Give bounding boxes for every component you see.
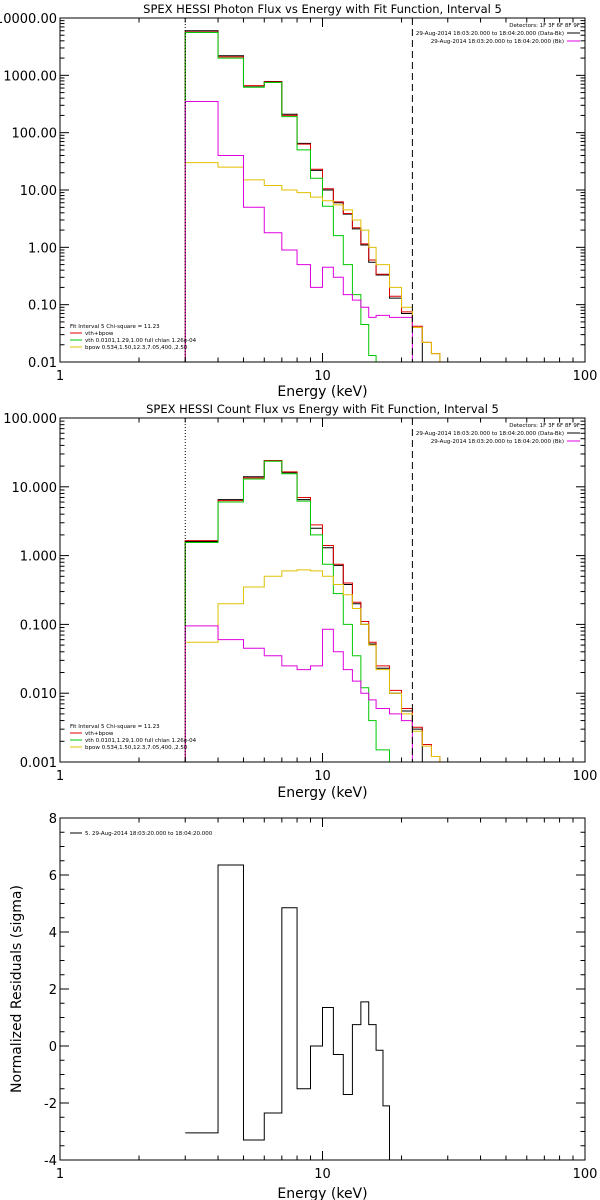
legend-item: 5. 29-Aug-2014 18:03:20.000 to 18:04:20.…: [85, 831, 213, 837]
x-tick-label: 100: [573, 769, 598, 784]
plot-area: [185, 864, 413, 1160]
fit-legend-item: vth+bpow: [85, 731, 114, 737]
plot-area: [184, 460, 449, 762]
series-data-bk: [184, 30, 423, 362]
fit-legend-header: Fit Interval 5 Chi-square = 11.23: [70, 324, 160, 330]
y-tick-label: 1.00: [28, 241, 57, 256]
fit-legend-item: vth 0.0101,1.29,1.00 full chian 1.26e-04: [85, 738, 197, 744]
detectors-label: Detectors: 1F 3F 6F 8F 9F: [509, 23, 580, 29]
info-line: 29-Aug-2014 18:03:20.000 to 18:04:20.000…: [416, 31, 564, 37]
fit-legend-item: bpow 0.534,1.50,12.3,7.05,400.,2.50: [85, 745, 188, 751]
y-tick-label: 1.000: [20, 550, 57, 565]
photon-flux-panel: SPEX HESSI Photon Flux vs Energy with Fi…: [0, 2, 597, 400]
x-tick-label: 100: [573, 1167, 598, 1182]
series-data-bk: [184, 460, 423, 762]
y-tick-label: 0.01: [28, 356, 57, 371]
count-flux-panel: SPEX HESSI Count Flux vs Energy with Fit…: [3, 402, 597, 801]
plot-area: [184, 30, 449, 362]
x-tick-label: 1: [56, 369, 64, 384]
x-tick-label: 100: [573, 369, 598, 384]
y-tick-label: 8: [49, 812, 57, 827]
y-tick-label: 4: [49, 926, 57, 941]
x-tick-label: 1: [56, 769, 64, 784]
series-vth-bpow: [184, 31, 449, 362]
x-tick-label: 10: [314, 769, 331, 784]
y-tick-label: 6: [49, 869, 57, 884]
y-tick-label: 10.00: [20, 184, 57, 199]
chart-title: SPEX HESSI Photon Flux vs Energy with Fi…: [143, 2, 502, 16]
y-axis-label: Normalized Residuals (sigma): [9, 885, 25, 1093]
series-bpow: [184, 569, 449, 762]
series-bk: [184, 100, 413, 362]
series-vth-bpow: [184, 460, 449, 762]
info-line: 29-Aug-2014 18:03:20.000 to 18:04:20.000…: [431, 439, 564, 445]
series-bpow: [184, 162, 449, 362]
x-tick-label: 10: [314, 369, 331, 384]
plot-frame: [59, 817, 586, 1161]
y-tick-label: 2: [49, 983, 57, 998]
y-tick-label: 1000.00: [3, 69, 57, 84]
y-tick-label: 0.10: [28, 299, 57, 314]
plot-frame: [59, 417, 586, 763]
x-axis-label: Energy (keV): [277, 384, 367, 400]
y-tick-label: 100.00: [12, 127, 58, 142]
fit-legend-item: vth+bpow: [85, 331, 114, 337]
residuals-panel: 1 10 100 8 6 4 2 0 -2 -4 Energy (keV) Normalized Re…: [9, 812, 597, 1200]
fit-legend-header: Fit Interval 5 Chi-square = 11.23: [70, 724, 160, 730]
info-line: 29-Aug-2014 18:03:20.000 to 18:04:20.000…: [431, 39, 564, 45]
x-tick-label: 10: [314, 1167, 331, 1182]
x-axis-label: Energy (keV): [277, 1186, 367, 1200]
series-vth: [184, 460, 391, 762]
info-line: 29-Aug-2014 18:03:20.000 to 18:04:20.000…: [416, 431, 564, 437]
y-tick-label: 10.000: [12, 481, 58, 496]
y-tick-label: 100.000: [3, 412, 57, 427]
detectors-label: Detectors: 1F 3F 6F 8F 9F: [509, 423, 580, 429]
y-tick-label: 0.010: [20, 687, 57, 702]
x-tick-label: 1: [56, 1167, 64, 1182]
fit-legend-item: bpow 0.534,1.50,12.3,7.05,400.,2.50: [85, 345, 188, 351]
fit-legend-item: vth 0.0101,1.29,1.00 full chian 1.26e-04: [85, 338, 197, 344]
y-tick-label: -4: [44, 1154, 57, 1169]
series-vth: [184, 31, 377, 362]
y-tick-label: 10000.00: [0, 12, 57, 27]
series-bk: [184, 625, 413, 762]
y-tick-label: 0: [49, 1040, 57, 1055]
x-axis-label: Energy (keV): [277, 785, 367, 801]
y-tick-label: 0.100: [20, 618, 57, 633]
chart-title: SPEX HESSI Count Flux vs Energy with Fit…: [146, 402, 499, 416]
y-tick-label: -2: [44, 1097, 57, 1112]
series-5-29-aug-2014-18-03-20-000-to-18-04-20-000: [185, 864, 413, 1160]
y-tick-label: 0.001: [20, 756, 57, 771]
